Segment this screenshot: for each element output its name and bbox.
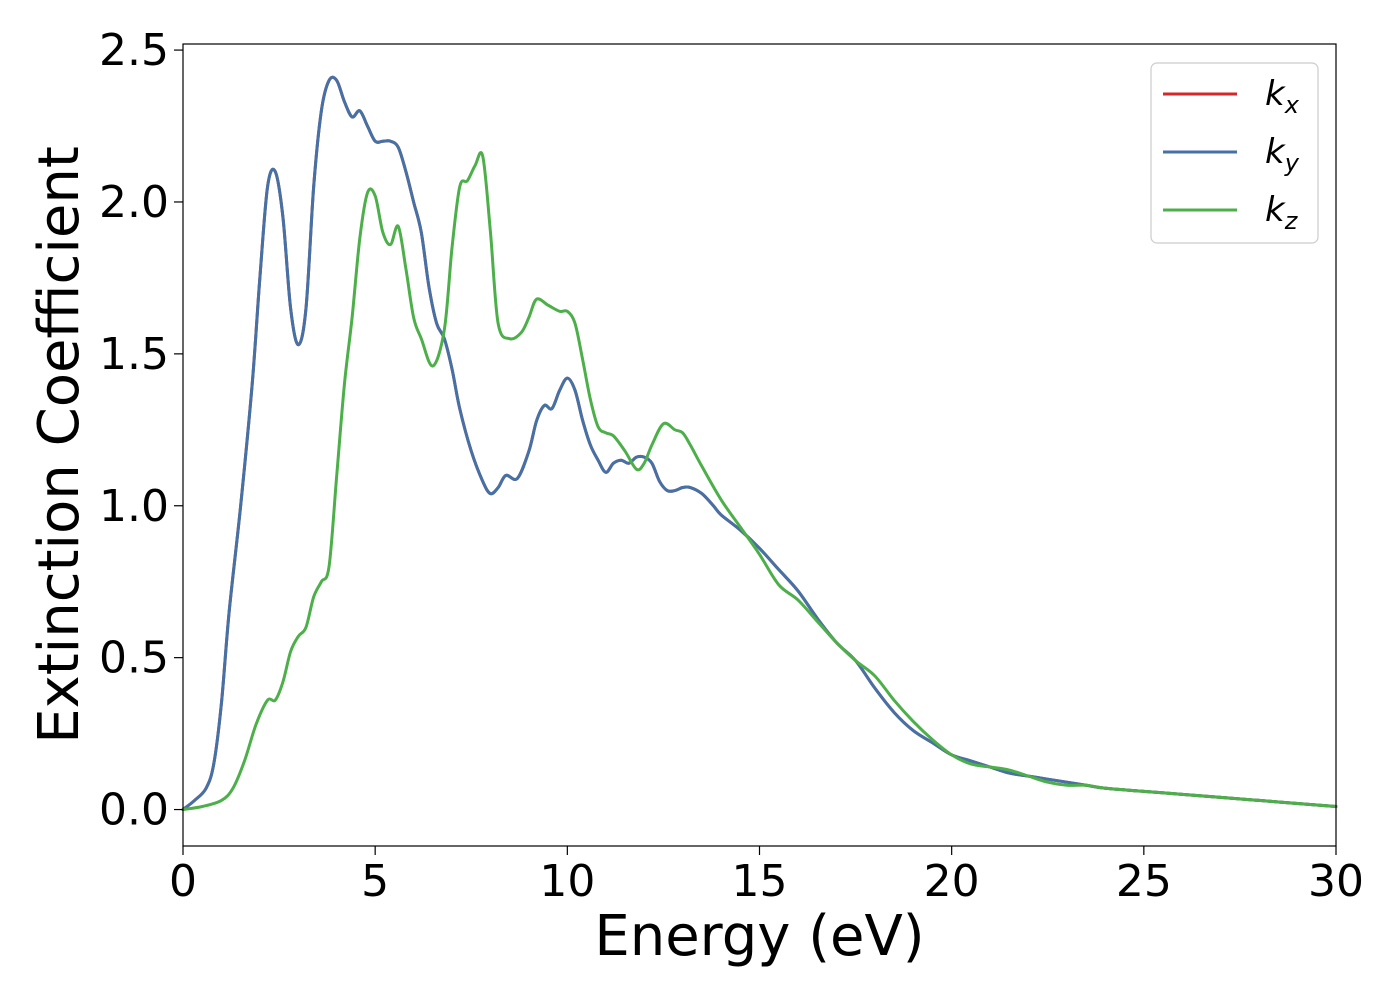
x-tick-label: 30	[1308, 856, 1364, 907]
x-axis: 0 5 10 15 20 25 30	[169, 846, 1364, 907]
series-layer	[181, 75, 1338, 812]
legend-label-y: ky	[1265, 132, 1300, 177]
x-tick-label: 10	[539, 856, 595, 907]
legend-label-subscript: z	[1284, 207, 1299, 235]
legend-label-base: k	[1265, 132, 1286, 172]
x-tick-label: 15	[732, 856, 788, 907]
y-tick-label: 2.0	[99, 177, 169, 228]
y-tick-label: 0.0	[99, 785, 169, 836]
y-tick-label: 0.5	[99, 633, 169, 684]
legend-label-x: kx	[1265, 74, 1300, 119]
series-line-z	[181, 151, 1338, 812]
x-axis-title: Energy (eV)	[594, 904, 924, 969]
legend-label-base: k	[1265, 190, 1286, 230]
series-line-y	[181, 75, 1338, 812]
y-tick-label: 2.5	[99, 25, 169, 76]
x-tick-label: 5	[361, 856, 389, 907]
x-tick-label: 0	[169, 856, 197, 907]
legend-label-subscript: y	[1284, 149, 1300, 177]
y-tick-label: 1.0	[99, 481, 169, 532]
legend-label-z: kz	[1265, 190, 1299, 235]
x-tick-label: 25	[1116, 856, 1172, 907]
legend-label-subscript: x	[1284, 91, 1300, 119]
legend-label-base: k	[1265, 74, 1286, 114]
x-tick-label: 20	[924, 856, 980, 907]
y-axis: 0.0 0.5 1.0 1.5 2.0 2.5	[99, 25, 183, 836]
y-tick-label: 1.5	[99, 329, 169, 380]
y-axis-title: Extinction Coefficient	[27, 146, 92, 744]
